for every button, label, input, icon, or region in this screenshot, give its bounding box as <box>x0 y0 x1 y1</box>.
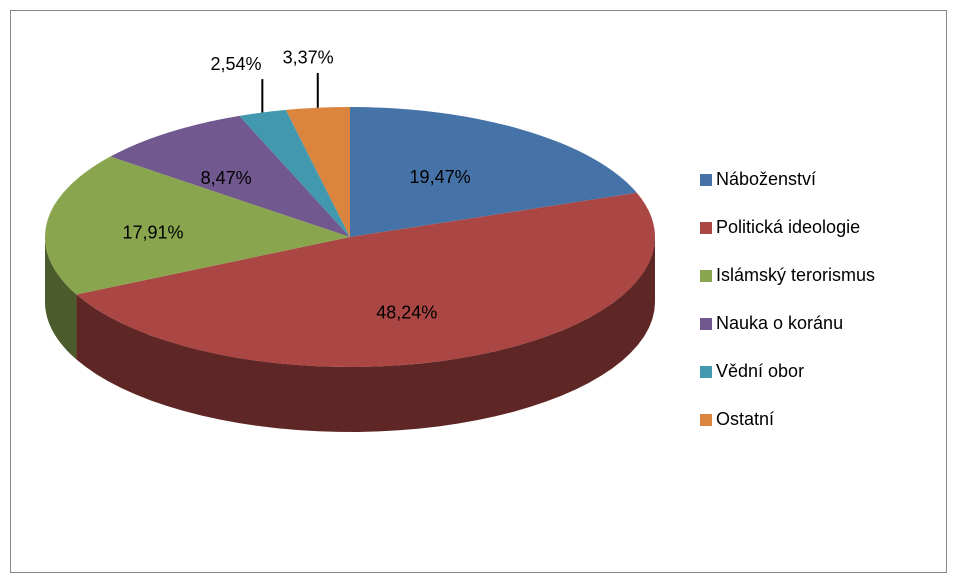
legend-label: Ostatní <box>716 409 774 429</box>
legend-swatch <box>700 414 712 426</box>
legend-label: Politická ideologie <box>716 217 860 237</box>
legend-swatch <box>700 366 712 378</box>
slice <box>110 115 350 237</box>
data-label: 19,47% <box>410 167 471 187</box>
legend-label: Islámský terorismus <box>716 265 875 285</box>
slice-side <box>76 237 655 432</box>
slice <box>45 156 351 295</box>
data-label: 8,47% <box>201 168 252 188</box>
legend-label: Nauka o koránu <box>716 313 843 333</box>
legend-label: Vědní obor <box>716 361 804 381</box>
legend-swatch <box>700 270 712 282</box>
data-label: 17,91% <box>122 223 183 243</box>
slice <box>76 192 656 368</box>
slice <box>285 107 350 237</box>
slice-side <box>45 237 77 360</box>
data-label: 2,54% <box>211 54 262 74</box>
legend-swatch <box>700 318 712 330</box>
legend-swatch <box>700 222 712 234</box>
data-label: 3,37% <box>283 48 334 68</box>
slice <box>350 107 637 237</box>
legend-swatch <box>700 174 712 186</box>
data-label: 48,24% <box>376 303 437 323</box>
legend-label: Náboženství <box>716 169 816 189</box>
slice <box>239 109 350 237</box>
